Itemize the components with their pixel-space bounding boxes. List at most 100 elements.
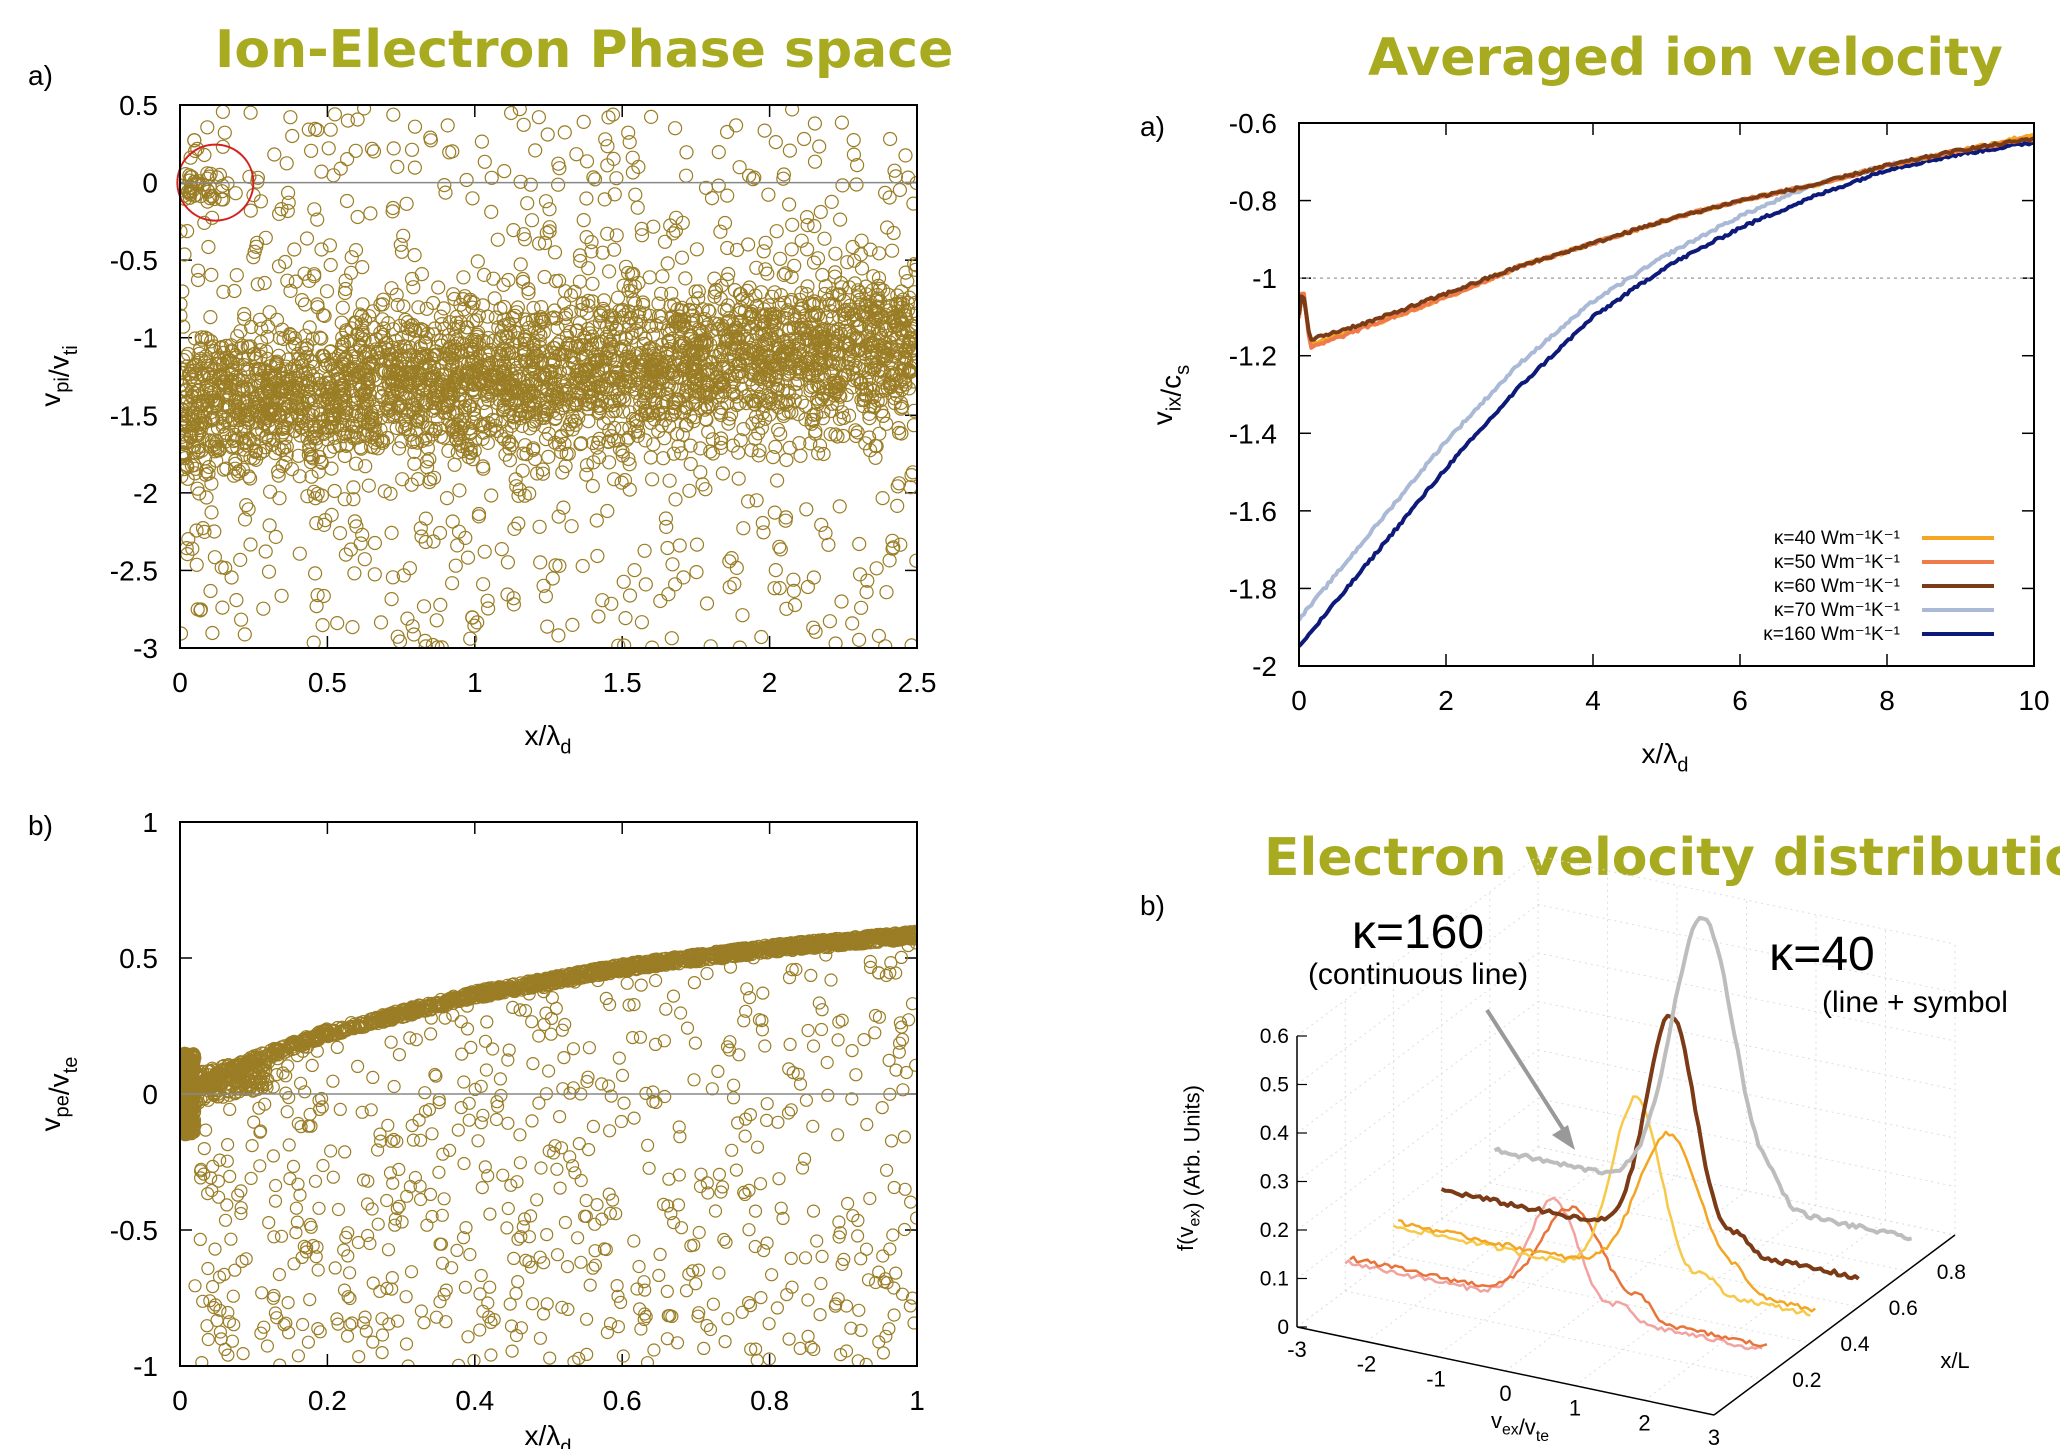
ion-phase-point	[791, 407, 806, 422]
ion-phase-point	[735, 369, 750, 384]
ion-phase-point	[334, 339, 349, 354]
ion-phase-point	[676, 343, 692, 359]
ion-phase-point	[803, 351, 818, 366]
ion-phase-point	[383, 486, 398, 501]
edist-title: Electron velocity distribution	[1264, 828, 2060, 888]
ion-phase-point	[330, 366, 346, 381]
ion-phase-point	[517, 312, 533, 327]
ion-phase-point	[308, 435, 323, 451]
ion-phase-point	[550, 177, 566, 192]
ion-phase-point	[278, 455, 293, 470]
ion-phase-point	[605, 107, 621, 122]
ion-phase-point	[732, 396, 747, 411]
ion-phase-point	[258, 230, 273, 245]
ion-phase-point	[602, 343, 617, 358]
ion-phase-point	[668, 223, 684, 238]
ion-phase-point	[292, 469, 307, 484]
ion-phase-point	[180, 319, 191, 334]
ion-phase-point	[486, 333, 501, 348]
ion-phase-point	[241, 348, 256, 363]
ion-phase-point	[542, 220, 557, 235]
ion-phase-point	[420, 420, 435, 435]
ion-phase-point	[807, 154, 823, 169]
ion-phase-point	[223, 381, 238, 396]
ion-phase-point	[272, 491, 287, 506]
ion-phase-point	[728, 118, 744, 133]
ion-phase-point	[184, 408, 199, 423]
ion-phase-point	[890, 346, 905, 361]
electron-phase-ytick-label: -1	[133, 1351, 158, 1382]
ion-phase-point	[600, 158, 615, 173]
ion-phase-point	[558, 318, 574, 333]
ion-phase-point	[558, 459, 573, 474]
ion-phase-point	[822, 323, 837, 338]
ion-phase-point	[592, 450, 607, 465]
ion-phase-point	[229, 592, 244, 608]
ion-phase-point	[314, 242, 329, 257]
ion-phase-point	[200, 398, 215, 413]
ion-phase-point	[598, 132, 613, 147]
ion-phase-point	[407, 456, 422, 471]
ion-phase-point	[504, 418, 519, 433]
ion-phase-point	[900, 170, 916, 185]
ion-phase-point	[444, 344, 460, 359]
ion-phase-point	[741, 387, 757, 402]
ion-phase-point	[195, 520, 211, 536]
ion-phase-point	[664, 407, 679, 422]
ion-phase-point	[323, 122, 338, 137]
ion-phase-point	[606, 329, 621, 344]
ion-phase-point	[269, 312, 285, 327]
ion-phase-point	[250, 174, 265, 189]
ion-phase-point	[365, 418, 380, 434]
ion-phase-point	[723, 325, 739, 340]
ion-phase-point	[302, 320, 317, 335]
ion-phase-point	[694, 333, 709, 348]
ion-phase-point	[675, 215, 690, 230]
ion-phase-point	[691, 284, 706, 299]
ion-phase-point	[695, 477, 710, 492]
ion-phase-point	[330, 615, 345, 631]
ion-phase-point	[352, 376, 367, 391]
ion-phase-point	[180, 445, 191, 460]
ion-phase-point	[767, 581, 782, 596]
ion-phase-point	[600, 503, 615, 519]
ion-phase-point	[279, 369, 294, 384]
ion-phase-point	[904, 468, 917, 483]
ion-phase-point	[199, 490, 214, 505]
ion-phase-point	[683, 438, 698, 453]
ion-phase-point	[216, 462, 231, 477]
ion-phase-point	[682, 342, 697, 357]
ion-phase-point	[401, 365, 416, 380]
ion-phase-point	[386, 107, 401, 122]
ion-phase-point	[370, 344, 385, 360]
ion-phase-point	[212, 356, 227, 372]
ion-phase-point	[830, 347, 845, 362]
ion-phase-point	[189, 428, 204, 443]
ion-phase-point	[502, 434, 517, 449]
ion-phase-point	[906, 196, 917, 211]
ion-phase-point	[847, 253, 862, 268]
ion-phase-point	[882, 553, 897, 568]
ion-phase-point	[283, 328, 298, 343]
electron-phase-xtick-label: 1	[909, 1385, 925, 1416]
ion-phase-point	[244, 319, 259, 335]
ion-phase-point	[853, 600, 869, 615]
ion-phase-point	[658, 511, 674, 526]
ion-phase-xtick-label: 1.5	[603, 667, 642, 698]
ion-phase-point	[785, 217, 800, 232]
ion-phase-point	[531, 110, 547, 125]
ion-phase-point	[597, 192, 612, 207]
ion-phase-point	[800, 579, 816, 595]
ion-phase-point	[353, 536, 368, 551]
ion-phase-point	[682, 483, 697, 498]
ion-phase-point	[893, 297, 908, 312]
ion-phase-point	[393, 237, 408, 252]
ion-phase-point	[749, 260, 764, 275]
ion-phase-point	[515, 271, 531, 287]
ion-phase-point	[689, 242, 705, 257]
ion-phase-point	[190, 394, 205, 409]
ion-phase-point	[867, 314, 882, 329]
electron-phase-xtick-label: 0.2	[308, 1385, 347, 1416]
ion-phase-point	[338, 547, 353, 562]
ion-phase-point	[346, 431, 361, 446]
